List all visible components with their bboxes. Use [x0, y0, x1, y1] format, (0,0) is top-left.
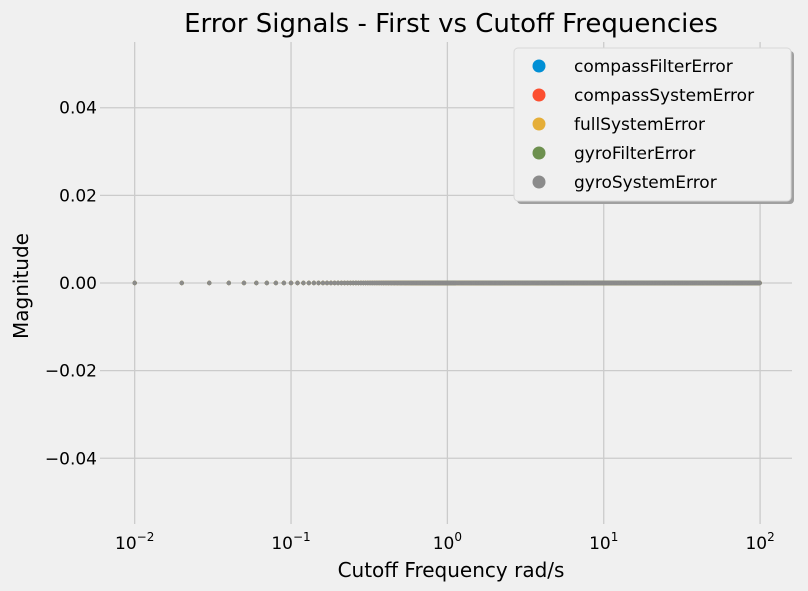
data-point	[288, 280, 294, 286]
data-point	[342, 280, 347, 286]
series-gyroSystemError	[132, 280, 762, 286]
legend-marker	[532, 88, 546, 102]
data-point	[301, 280, 306, 286]
data-point	[273, 280, 279, 286]
data-point	[281, 280, 287, 286]
legend-box	[513, 47, 792, 202]
data-points	[132, 280, 762, 286]
data-point	[132, 280, 137, 286]
data-point	[311, 280, 317, 286]
legend-marker	[532, 146, 546, 160]
data-point	[306, 280, 312, 286]
data-point	[328, 280, 334, 286]
data-point	[339, 280, 344, 286]
x-tick-labels: 10−2 10−1 100 101 102	[115, 530, 775, 554]
x-tick-label: 10−2	[115, 530, 154, 554]
x-tick-label: 10−1	[271, 530, 310, 554]
data-point	[324, 280, 330, 286]
data-point	[241, 280, 247, 286]
y-tick-labels: 0.04 0.02 0.00 −0.02 −0.04	[45, 99, 97, 470]
data-point	[295, 280, 300, 286]
legend-label: gyroSystemError	[574, 173, 717, 193]
data-point	[316, 280, 321, 286]
legend: compassFilterError compassSystemError full…	[513, 47, 794, 204]
y-tick-label: −0.02	[45, 362, 97, 382]
x-tick-label: 102	[745, 530, 774, 554]
data-point	[332, 280, 337, 286]
x-axis-label: Cutoff Frequency rad/s	[338, 558, 565, 582]
legend-marker	[532, 117, 546, 131]
y-tick-label: 0.00	[59, 274, 97, 294]
x-tick-label: 101	[589, 530, 618, 554]
y-tick-label: −0.04	[45, 449, 97, 469]
data-point	[335, 280, 341, 286]
data-point	[207, 280, 212, 286]
legend-label: gyroFilterError	[574, 144, 695, 164]
legend-label: fullSystemError	[574, 115, 705, 135]
data-point	[226, 280, 232, 286]
data-point	[320, 280, 326, 286]
data-point	[757, 280, 762, 286]
x-tick-label: 100	[433, 530, 462, 554]
data-point	[264, 280, 270, 286]
data-point	[254, 280, 259, 286]
legend-label: compassFilterError	[574, 57, 733, 77]
legend-label: compassSystemError	[574, 86, 754, 106]
y-tick-label: 0.02	[59, 186, 97, 206]
legend-marker	[532, 59, 546, 73]
data-point	[179, 280, 184, 286]
y-axis-label: Magnitude	[9, 233, 33, 339]
chart-title: Error Signals - First vs Cutoff Frequenc…	[184, 9, 718, 39]
legend-marker	[532, 175, 546, 189]
y-tick-label: 0.04	[59, 99, 97, 119]
